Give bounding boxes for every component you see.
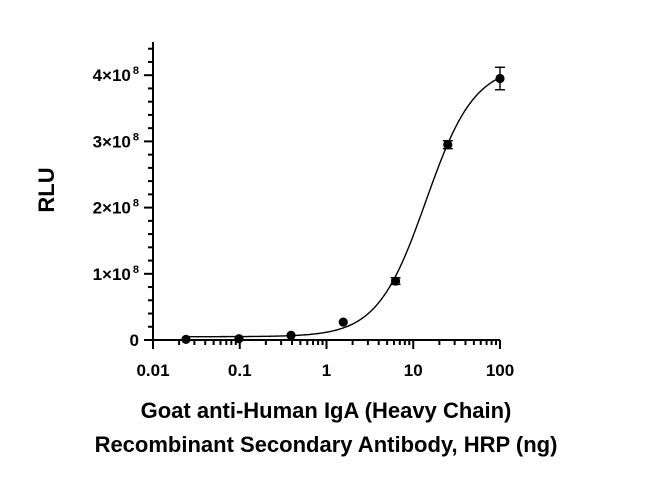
data-point (495, 73, 505, 84)
y-tick-label: 3×10 8 (93, 131, 139, 151)
y-tick-label-exponent: 8 (133, 131, 139, 143)
y-tick-label-exponent: 8 (133, 198, 139, 210)
x-tick-label: 0.1 (228, 361, 252, 380)
x-tick-label: 10 (404, 361, 423, 380)
points-layer (181, 66, 505, 344)
y-axis-label: RLU (34, 167, 59, 212)
x-axis-label-line-1: Goat anti-Human IgA (Heavy Chain) (141, 398, 512, 423)
y-tick-label-base: 0 (130, 331, 139, 350)
data-point (181, 334, 191, 344)
y-tick-label: 4×10 8 (93, 65, 139, 85)
y-tick-label: 1×10 8 (93, 264, 139, 284)
x-axis-label-line-2: Recombinant Secondary Antibody, HRP (ng) (95, 432, 558, 457)
x-tick-label: 1 (322, 361, 331, 380)
x-tick-label: 100 (486, 361, 514, 380)
y-tick-label-exponent: 8 (133, 65, 139, 77)
y-tick-label-base: 4×10 (93, 66, 131, 85)
y-tick-label: 2×10 8 (93, 198, 139, 218)
y-tick-label-exponent: 8 (133, 264, 139, 276)
data-point (390, 276, 401, 286)
y-tick-label-base: 3×10 (93, 132, 131, 151)
axes: 01×10 82×10 83×10 84×10 80.01 0.1 1 10 100 (93, 42, 514, 380)
fit-curve (185, 76, 501, 338)
y-tick-label: 0 (130, 331, 139, 350)
data-point (234, 334, 244, 344)
y-tick-label-base: 1×10 (93, 265, 131, 284)
fit-curve-layer (185, 76, 501, 338)
data-point (286, 330, 296, 340)
x-tick-label: 0.01 (136, 361, 169, 380)
data-point (338, 317, 348, 327)
y-tick-label-base: 2×10 (93, 199, 131, 218)
data-point (443, 140, 453, 150)
